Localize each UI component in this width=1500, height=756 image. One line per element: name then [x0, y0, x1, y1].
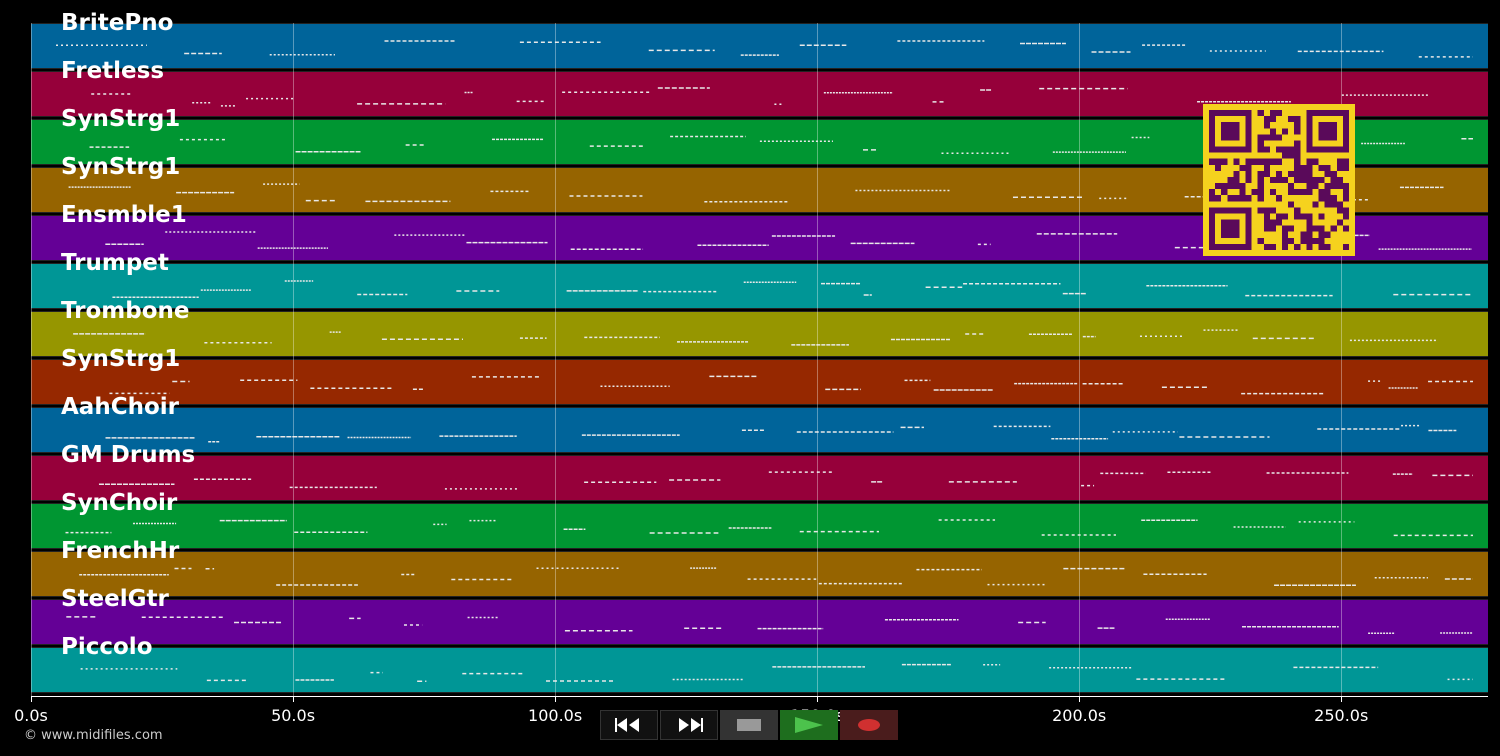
track-lane[interactable]: Trombone: [31, 298, 1488, 357]
stop-icon: [737, 719, 761, 731]
stop-button[interactable]: [720, 710, 778, 740]
tick-mark: [817, 696, 819, 702]
note-strip: [112, 280, 1473, 298]
tick-label: 100.0s: [528, 706, 583, 725]
tick-label: 200.0s: [1052, 706, 1107, 725]
note-strip: [66, 616, 1473, 634]
grid-line: [293, 23, 295, 696]
track-lane[interactable]: Trumpet: [31, 250, 1488, 309]
note-strip: [105, 424, 1457, 443]
track-lane[interactable]: SynChoir: [31, 490, 1488, 549]
grid-line: [31, 23, 32, 696]
tick-mark: [293, 696, 295, 702]
note-strip: [80, 663, 1473, 683]
note-strip: [56, 40, 1473, 58]
tick-mark: [1079, 696, 1081, 702]
record-icon: [858, 719, 880, 731]
piano-roll[interactable]: BritePno Fretless SynStrg1 SynStrg1 Ensmble1…: [31, 10, 1488, 696]
note-strip: [98, 471, 1473, 490]
track-lane[interactable]: SteelGtr: [31, 586, 1488, 645]
grid-line: [1341, 23, 1343, 696]
note-strip: [73, 329, 1436, 346]
fast-forward-icon: [679, 718, 703, 732]
play-button[interactable]: [780, 710, 838, 740]
fast-forward-button[interactable]: [660, 710, 718, 740]
copyright-text: © www.midifiles.com: [24, 728, 163, 743]
rewind-button[interactable]: [600, 710, 658, 740]
note-strip: [79, 567, 1473, 586]
grid-line: [817, 23, 819, 696]
track-lane[interactable]: Fretless: [31, 58, 1488, 117]
track-lane[interactable]: Piccolo: [31, 634, 1488, 693]
rewind-icon: [615, 718, 639, 732]
time-axis-line: [31, 696, 1488, 697]
tick-mark: [31, 696, 32, 702]
grid-line: [555, 23, 557, 696]
track-lane[interactable]: GM Drums: [31, 442, 1488, 501]
track-lane[interactable]: BritePno: [31, 10, 1488, 69]
note-strip: [65, 519, 1473, 537]
tick-label: 0.0s: [14, 706, 48, 725]
tick-label: 250.0s: [1314, 706, 1369, 725]
tick-mark: [1341, 696, 1343, 702]
grid-line: [1079, 23, 1081, 696]
note-strip: [91, 87, 1430, 107]
track-lane[interactable]: SynStrg1: [31, 346, 1488, 405]
record-button[interactable]: [840, 710, 898, 740]
tick-mark: [555, 696, 557, 702]
track-lane[interactable]: AahChoir: [31, 394, 1488, 453]
transport-controls: [600, 710, 898, 740]
note-strip: [109, 375, 1473, 395]
tick-label: 50.0s: [271, 706, 316, 725]
qr-code: [1203, 104, 1355, 256]
play-icon: [795, 717, 823, 733]
track-lane[interactable]: FrenchHr: [31, 538, 1488, 597]
